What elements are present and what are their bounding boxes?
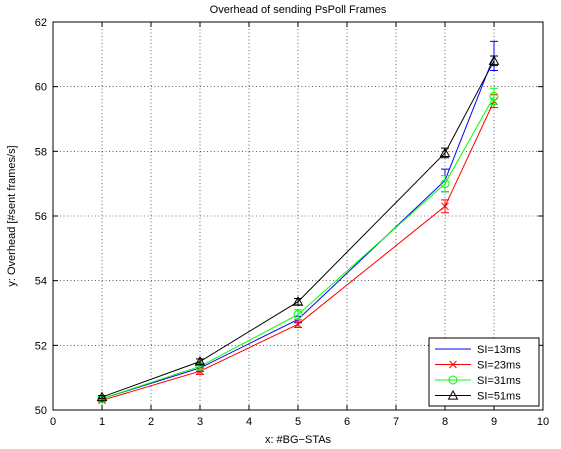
legend-label: SI=31ms [477,375,521,387]
data-point [441,202,449,211]
chart-title: Overhead of sending PsPoll Frames [210,4,387,16]
data-point [439,147,451,158]
legend: SI=13ms SI=23ms SI=31ms SI=51ms [428,337,540,407]
y-tick-label: 52 [35,340,47,352]
data-point [96,391,108,402]
data-point [196,367,204,376]
x-tick-label: 8 [442,416,448,428]
data-point [449,360,457,369]
legend-label: SI=13ms [477,344,521,356]
error-bar [98,394,106,400]
y-tick-label: 50 [35,405,47,417]
x-tick-label: 9 [491,416,497,428]
plot-area: 0 1 2 3 4 5 6 7 8 9 1050525456586062SI=13msSI=23ms… [35,17,549,428]
x-tick-label: 10 [537,416,549,428]
data-point [294,320,302,329]
data-point [194,355,206,366]
y-tick-label: 58 [35,146,47,158]
error-bar [196,358,204,365]
data-point [440,179,450,189]
y-tick-label: 60 [35,82,47,94]
legend-item: SI=23ms [435,360,521,372]
x-tick-label: 7 [393,416,399,428]
x-tick-label: 0 [50,416,56,428]
legend-item: SI=51ms [435,389,521,403]
x-tick-label: 2 [148,416,154,428]
legend-label: SI=23ms [477,360,521,372]
error-bar [490,87,498,105]
x-tick-label: 4 [246,416,252,428]
series-3 [96,55,500,402]
data-point [488,55,500,65]
x-tick-label: 3 [197,416,203,428]
x-tick-label: 1 [99,416,105,428]
error-bar [294,309,302,320]
data-point [292,296,304,306]
data-point [293,310,303,320]
x-tick-label: 6 [344,416,350,428]
data-point [447,389,459,400]
x-tick-label: 5 [295,416,301,428]
y-tick-label: 54 [35,276,47,288]
data-point [489,91,499,101]
data-point [448,375,458,385]
y-tick-label: 56 [35,211,47,223]
legend-item: SI=31ms [435,375,521,387]
error-bar [441,175,449,193]
x-axis-title: x: #BG−STAs [265,434,332,446]
y-axis-title: y: Overhead [#sent frames/s] [6,145,18,286]
legend-label: SI=51ms [477,391,521,403]
legend-item: SI=13ms [435,344,521,356]
y-tick-label: 62 [35,17,47,29]
